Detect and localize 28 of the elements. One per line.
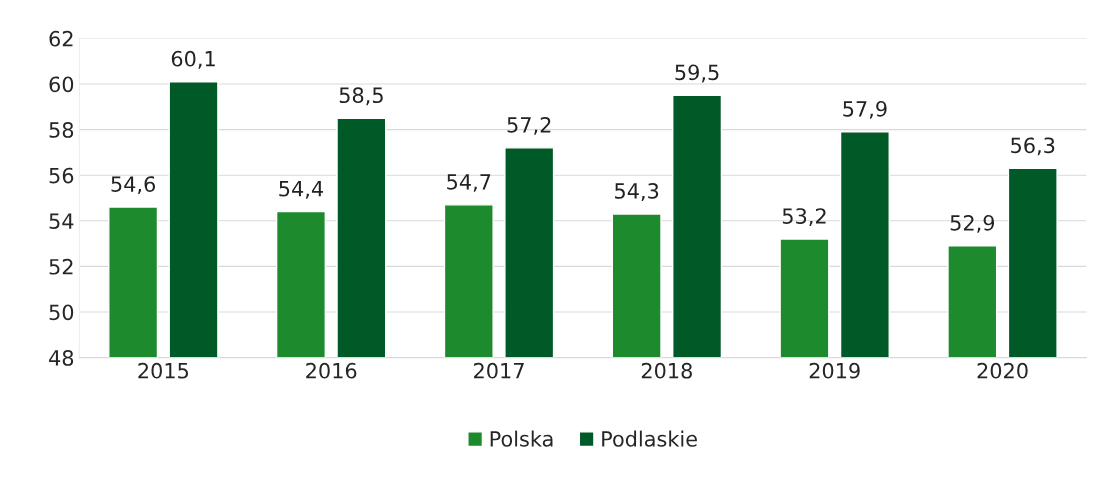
x-tick-label: 2017 bbox=[474, 362, 524, 379]
y-tick-label: 54 bbox=[49, 213, 74, 230]
data-label: 59,5 bbox=[675, 64, 719, 83]
y-tick-label: 58 bbox=[49, 122, 74, 138]
legend-label: Podlaskie bbox=[602, 430, 697, 447]
data-label: 54,4 bbox=[279, 181, 323, 199]
data-label: 60,1 bbox=[171, 50, 215, 69]
data-label: 54,6 bbox=[111, 176, 156, 195]
x-tick-label: 2018 bbox=[641, 362, 692, 379]
x-tick-label: 2015 bbox=[138, 362, 189, 379]
data-label: 54,3 bbox=[615, 183, 659, 201]
x-tick-label: 2019 bbox=[809, 362, 860, 379]
y-tick-label: 48 bbox=[49, 350, 74, 366]
data-label: 56,3 bbox=[1011, 137, 1055, 156]
data-label: 52,9 bbox=[950, 214, 995, 233]
y-tick-label: 52 bbox=[49, 258, 73, 275]
x-tick-label: 2020 bbox=[977, 362, 1028, 379]
y-tick-label: 50 bbox=[49, 304, 74, 321]
data-label: 53,2 bbox=[782, 208, 826, 227]
legend-label: Polska bbox=[490, 430, 553, 447]
y-tick-label: 62 bbox=[49, 30, 73, 47]
x-tick-label: 2016 bbox=[306, 362, 357, 379]
data-label: 57,2 bbox=[507, 116, 551, 135]
y-tick-label: 56 bbox=[49, 167, 74, 184]
data-label: 54,7 bbox=[447, 174, 491, 192]
data-label: 58,5 bbox=[339, 87, 383, 106]
y-tick-label: 60 bbox=[49, 76, 74, 93]
data-label: 57,9 bbox=[843, 100, 887, 119]
